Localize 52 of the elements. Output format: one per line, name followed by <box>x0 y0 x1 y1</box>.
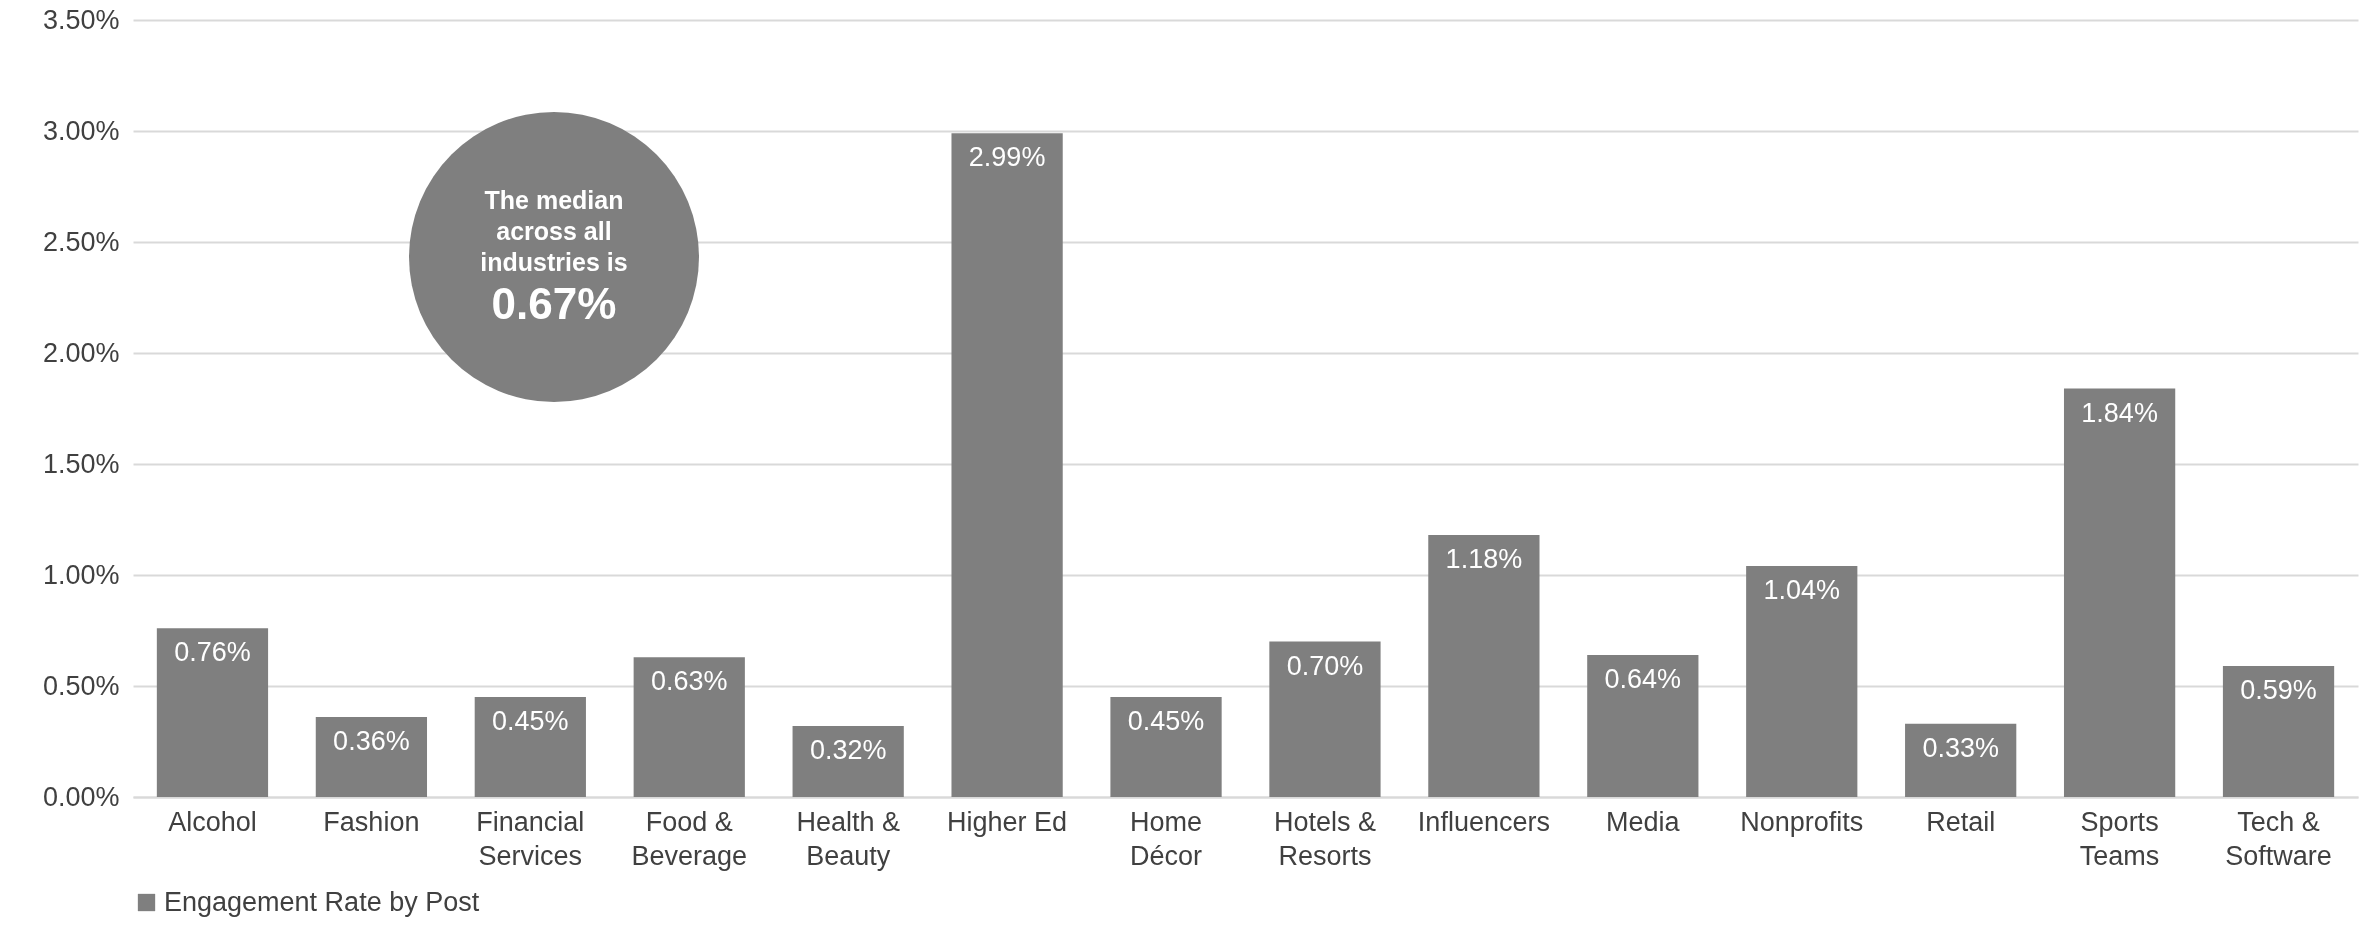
bar <box>1269 641 1381 797</box>
bar <box>1905 723 2017 797</box>
data-label: 1.04% <box>1763 575 1841 606</box>
x-tick-label: Fashion <box>323 806 420 837</box>
bar <box>1428 535 1540 797</box>
data-label: 0.70% <box>1286 650 1364 681</box>
x-tick-label: Alcohol <box>168 806 257 837</box>
data-label: 0.32% <box>809 734 887 765</box>
data-label: 0.59% <box>2240 675 2317 706</box>
data-label: 0.33% <box>1922 732 1999 763</box>
bar <box>792 725 904 797</box>
data-label: 0.76% <box>174 637 251 668</box>
data-label: 1.84% <box>2081 397 2158 428</box>
x-tick-label: Health & Beauty <box>796 806 900 871</box>
x-tick-label: Nonprofits <box>1740 806 1864 837</box>
bar <box>633 657 745 797</box>
x-tick-label: Retail <box>1926 806 1996 837</box>
data-label: 0.64% <box>1604 663 1682 694</box>
y-tick-label: 0.50% <box>42 670 120 701</box>
x-tick-label: Food & Beverage <box>631 806 748 871</box>
y-tick-label: 2.50% <box>42 226 120 257</box>
x-tick-label: Home Décor <box>1130 806 1203 871</box>
legend-label: Engagement Rate by Post <box>164 886 480 917</box>
data-label: 0.45% <box>1127 706 1205 737</box>
data-label: 0.45% <box>492 706 569 737</box>
bar <box>1110 697 1222 797</box>
bar <box>2222 666 2335 797</box>
y-tick-label: 3.00% <box>42 115 120 146</box>
x-tick-label: Tech & Software <box>2225 806 2332 871</box>
x-tick-label: Higher Ed <box>947 806 1068 837</box>
bar <box>2063 388 2176 797</box>
x-tick-label: Media <box>1606 806 1681 837</box>
data-label: 2.99% <box>968 142 1046 173</box>
x-tick-label: Sports Teams <box>2079 806 2160 871</box>
x-tick-label: Financial Services <box>476 806 585 871</box>
y-tick-label: 0.00% <box>42 781 120 812</box>
x-tick-label: Hotels & Resorts <box>1273 806 1376 871</box>
x-tick-label: Influencers <box>1417 806 1550 837</box>
y-tick-label: 1.00% <box>42 559 120 590</box>
bar <box>156 628 269 797</box>
bar <box>1746 566 1858 797</box>
data-label: 0.63% <box>650 666 728 697</box>
bar <box>474 697 586 797</box>
annotation: The median across all industries is 0.67% <box>479 184 629 330</box>
bar <box>315 717 428 797</box>
bar <box>951 133 1063 797</box>
y-tick-label: 3.50% <box>42 4 120 35</box>
y-tick-label: 2.00% <box>42 337 120 368</box>
data-label: 1.18% <box>1445 544 1523 575</box>
y-tick-label: 1.50% <box>42 448 120 479</box>
bar <box>1587 654 1699 797</box>
data-label: 0.36% <box>333 726 410 757</box>
